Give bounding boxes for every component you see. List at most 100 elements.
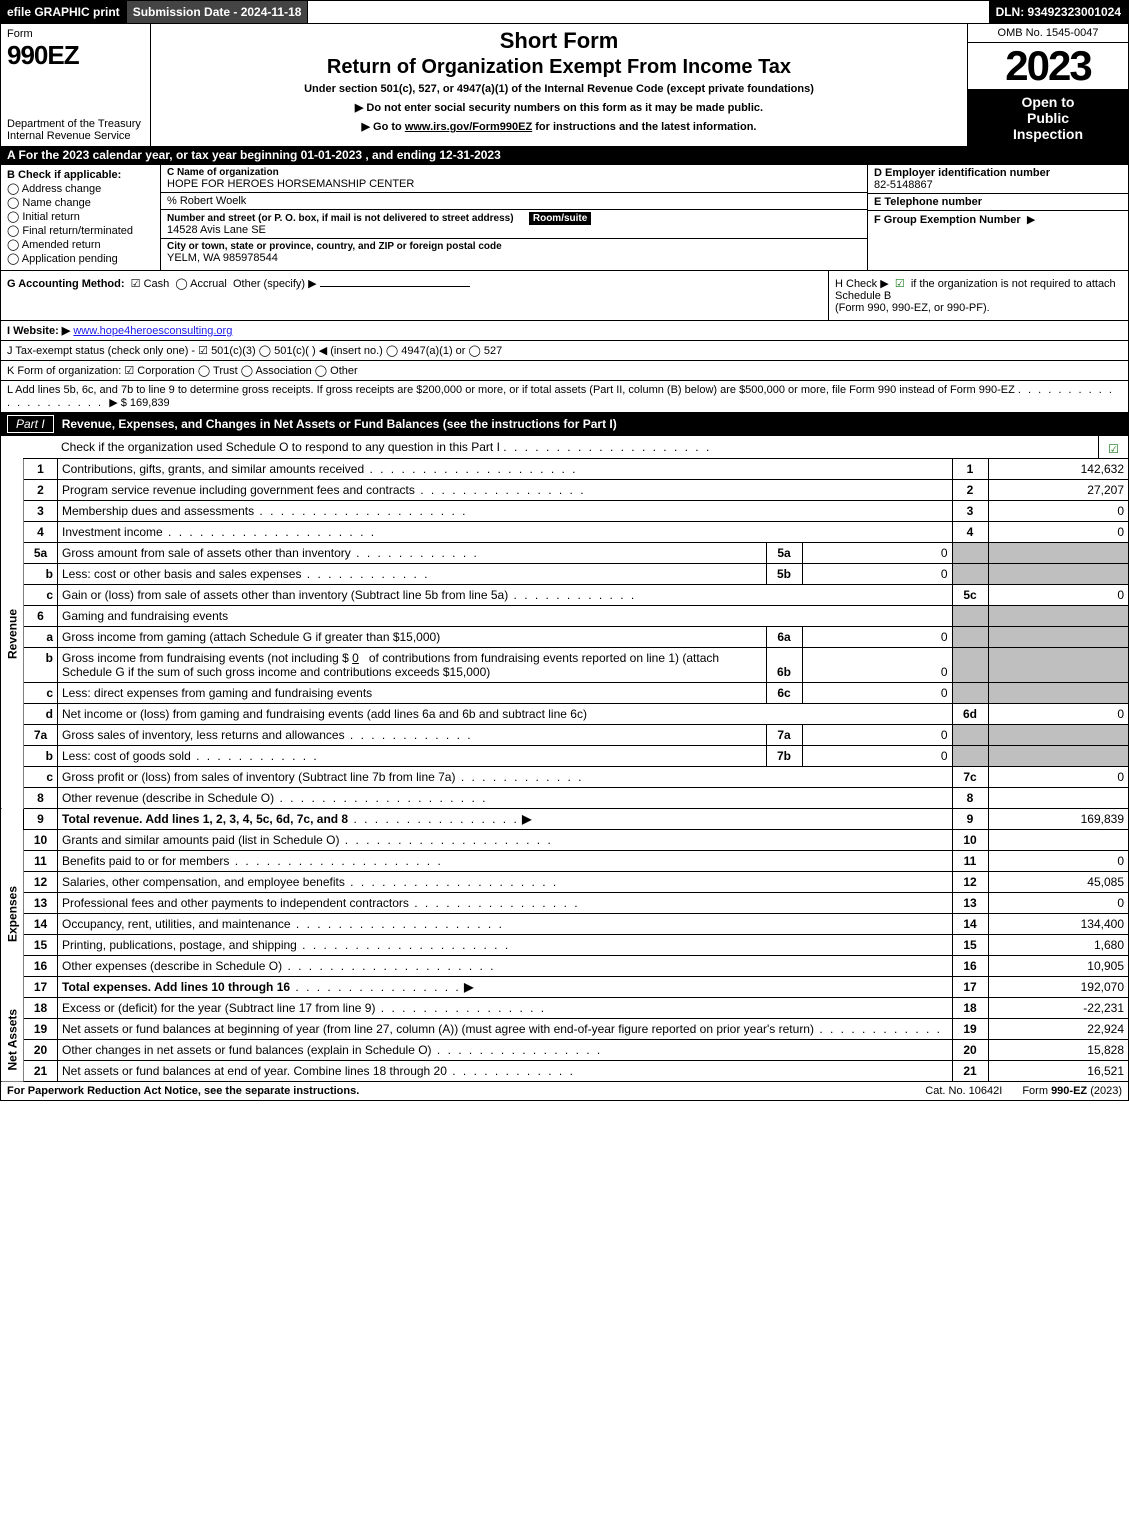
r5a-desc: Gross amount from sale of assets other t… — [62, 546, 479, 560]
r6c-grey — [952, 683, 988, 704]
r17-n: 17 — [24, 977, 58, 998]
r1-desc: Contributions, gifts, grants, and simila… — [62, 462, 578, 476]
footer: For Paperwork Reduction Act Notice, see … — [1, 1081, 1128, 1100]
r7c-code: 7c — [952, 767, 988, 788]
r19-code: 19 — [952, 1019, 988, 1040]
r5a-n: 5a — [24, 543, 58, 564]
row-14: 14 Occupancy, rent, utilities, and maint… — [1, 914, 1128, 935]
r1-n: 1 — [24, 459, 58, 480]
r6d-amt: 0 — [988, 704, 1128, 725]
r6d-desc: Net income or (loss) from gaming and fun… — [58, 704, 953, 725]
r7b-desc: Less: cost of goods sold — [62, 749, 319, 763]
chk-initial-return[interactable]: Initial return — [7, 210, 154, 223]
omb-number: OMB No. 1545-0047 — [968, 24, 1128, 43]
part-i-header: Part I Revenue, Expenses, and Changes in… — [1, 412, 1128, 435]
chk-final-return[interactable]: Final return/terminated — [7, 224, 154, 237]
r9-amt: 169,839 — [988, 809, 1128, 830]
r14-desc: Occupancy, rent, utilities, and maintena… — [62, 917, 504, 931]
open-to-public: Open to Public Inspection — [968, 90, 1128, 146]
spacer — [308, 1, 989, 23]
chk-schedule-b[interactable] — [895, 278, 905, 290]
row-4: 4 Investment income 4 0 — [1, 522, 1128, 543]
r12-code: 12 — [952, 872, 988, 893]
row-19: 19 Net assets or fund balances at beginn… — [1, 1019, 1128, 1040]
r7c-n: c — [24, 767, 58, 788]
line-j: J Tax-exempt status (check only one) - ☑… — [1, 340, 1128, 360]
chk-name-change[interactable]: Name change — [7, 196, 154, 209]
under-section: Under section 501(c), 527, or 4947(a)(1)… — [157, 83, 961, 95]
row-3: 3 Membership dues and assessments 3 0 — [1, 501, 1128, 522]
irs-link[interactable]: www.irs.gov/Form990EZ — [405, 121, 532, 133]
dept-treasury: Department of the Treasury Internal Reve… — [7, 118, 144, 142]
r10-n: 10 — [24, 830, 58, 851]
footer-catno: Cat. No. 10642I — [905, 1085, 1022, 1097]
other-specify-blank[interactable] — [320, 286, 470, 287]
r6c-subval: 0 — [802, 683, 952, 704]
row-6d: d Net income or (loss) from gaming and f… — [1, 704, 1128, 725]
r5a-sub: 5a — [766, 543, 802, 564]
r6d-n: d — [24, 704, 58, 725]
r7b-grey — [952, 746, 988, 767]
r6a-n: a — [24, 627, 58, 648]
row-1: Revenue 1 Contributions, gifts, grants, … — [1, 459, 1128, 480]
street-address: 14528 Avis Lane SE — [167, 224, 861, 236]
r21-n: 21 — [24, 1061, 58, 1082]
r6a-subval: 0 — [802, 627, 952, 648]
r14-n: 14 — [24, 914, 58, 935]
website-link[interactable]: www.hope4heroesconsulting.org — [73, 325, 232, 337]
box-f: F Group Exemption Number ▶ — [868, 211, 1128, 228]
line-i-label: I Website: ▶ — [7, 325, 70, 337]
r8-code: 8 — [952, 788, 988, 809]
r14-amt: 134,400 — [988, 914, 1128, 935]
row-5c: c Gain or (loss) from sale of assets oth… — [1, 585, 1128, 606]
r12-desc: Salaries, other compensation, and employ… — [62, 875, 558, 889]
r8-amt — [988, 788, 1128, 809]
row-6a: a Gross income from gaming (attach Sched… — [1, 627, 1128, 648]
part-i-check-text-span: Check if the organization used Schedule … — [61, 440, 500, 454]
r9-n: 9 — [24, 809, 58, 830]
box-c-city-label: City or town, state or province, country… — [167, 241, 861, 252]
efile-print-label[interactable]: efile GRAPHIC print — [1, 1, 127, 23]
ein: 82-5148867 — [874, 179, 1122, 191]
chk-amended-return[interactable]: Amended return — [7, 238, 154, 251]
r4-desc: Investment income — [62, 525, 376, 539]
return-title: Return of Organization Exempt From Incom… — [157, 56, 961, 79]
chk-cash[interactable]: Cash — [131, 278, 170, 290]
box-c-name-label: C Name of organization — [167, 167, 861, 178]
footer-right-pre: Form — [1022, 1085, 1051, 1097]
box-h-text3: (Form 990, 990-EZ, or 990-PF). — [835, 302, 990, 314]
section-bcdef: B Check if applicable: Address change Na… — [1, 164, 1128, 270]
r10-amt — [988, 830, 1128, 851]
r2-desc: Program service revenue including govern… — [62, 483, 586, 497]
part-i-checkbox[interactable] — [1098, 436, 1128, 458]
r5c-desc: Gain or (loss) from sale of assets other… — [62, 588, 636, 602]
r18-code: 18 — [952, 998, 988, 1019]
r14-code: 14 — [952, 914, 988, 935]
r3-code: 3 — [952, 501, 988, 522]
dln: DLN: 93492323001024 — [990, 1, 1128, 23]
city-state-zip: YELM, WA 985978544 — [167, 252, 861, 264]
r4-code: 4 — [952, 522, 988, 543]
chk-address-change[interactable]: Address change — [7, 182, 154, 195]
footer-right-post: (2023) — [1087, 1085, 1122, 1097]
r7b-subval: 0 — [802, 746, 952, 767]
r7a-grey — [952, 725, 988, 746]
r15-desc: Printing, publications, postage, and shi… — [62, 938, 510, 952]
row-8: 8 Other revenue (describe in Schedule O)… — [1, 788, 1128, 809]
chk-accrual[interactable]: Accrual — [175, 278, 226, 290]
r18-n: 18 — [24, 998, 58, 1019]
box-c-addr: Number and street (or P. O. box, if mail… — [161, 210, 867, 239]
r6b-sub: 6b — [766, 648, 802, 683]
r19-n: 19 — [24, 1019, 58, 1040]
open-line3: Inspection — [970, 126, 1126, 142]
line-l-text: L Add lines 5b, 6c, and 7b to line 9 to … — [7, 384, 1015, 396]
r5a-subval: 0 — [802, 543, 952, 564]
r20-code: 20 — [952, 1040, 988, 1061]
line-k: K Form of organization: ☑ Corporation ◯ … — [1, 360, 1128, 380]
r7a-subval: 0 — [802, 725, 952, 746]
box-f-label: F Group Exemption Number — [874, 214, 1021, 226]
chk-application-pending[interactable]: Application pending — [7, 252, 154, 265]
r16-desc: Other expenses (describe in Schedule O) — [62, 959, 495, 973]
sidebar-revenue: Revenue — [1, 459, 24, 809]
row-17: 17 Total expenses. Add lines 10 through … — [1, 977, 1128, 998]
